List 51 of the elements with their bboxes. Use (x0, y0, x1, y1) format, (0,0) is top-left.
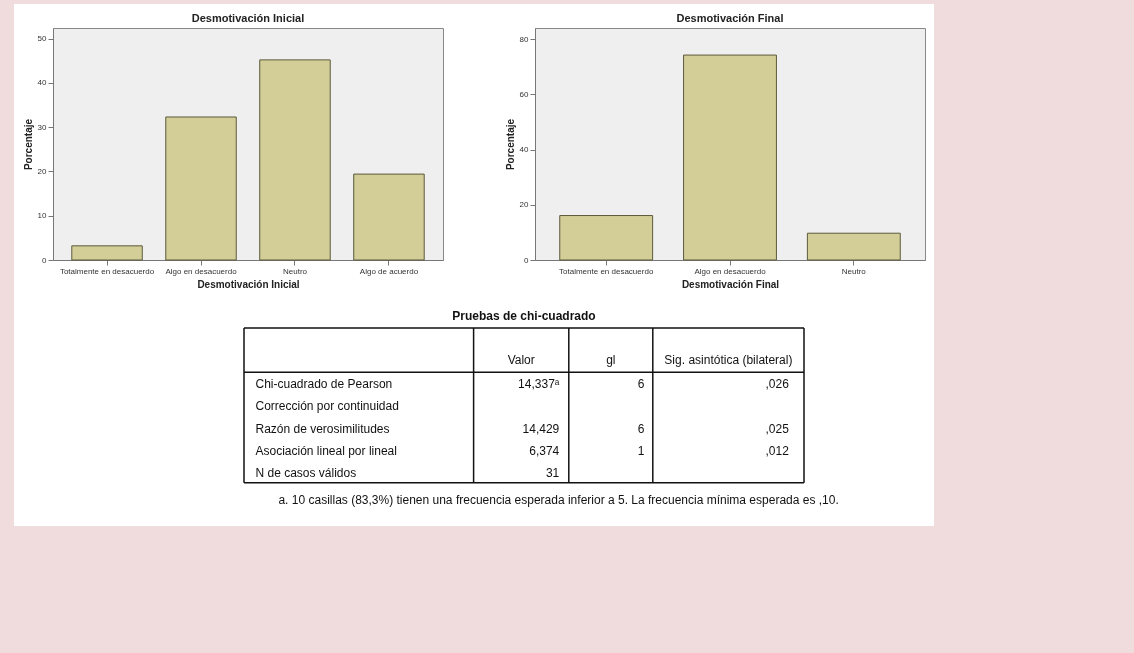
category-label: Valor (507, 353, 535, 368)
text: 14,337ᵃ (518, 377, 560, 392)
y-tick-label: 0 (42, 255, 48, 265)
y-tick-label: 20 (37, 166, 48, 176)
category-label: Sig. asintótica (bilateral) (664, 353, 793, 368)
y-tick-label: 40 (37, 78, 48, 88)
y-tick-label: 10 (37, 211, 48, 221)
y-tick-label: 50 (37, 34, 48, 44)
bar (71, 245, 143, 261)
bar (165, 116, 237, 261)
bar (683, 54, 777, 261)
category-label: Razón de verosimilitudes (255, 421, 390, 436)
chart-title: Desmotivación Final (676, 12, 784, 24)
y-tick-label: 0 (524, 255, 530, 265)
bar (259, 59, 331, 261)
text: ,026 (765, 377, 789, 392)
y-tick-label: 80 (519, 34, 530, 44)
y-tick-label: 30 (37, 122, 48, 132)
text: 6 (637, 421, 645, 436)
text: 6 (637, 377, 645, 392)
text: Pruebas de chi-cuadrado (452, 309, 596, 324)
category-label: Chi-cuadrado de Pearson (255, 377, 393, 392)
text: ,025 (765, 421, 789, 436)
x-tick-label: Algo en desacuerdo (165, 266, 238, 276)
x-tick-label: Neutro (841, 266, 867, 276)
x-tick-label: Algo en desacuerdo (694, 266, 767, 276)
text: ,012 (765, 443, 789, 458)
y-tick-label: 40 (519, 145, 530, 155)
y-tick-label: 60 (519, 89, 530, 99)
bar (559, 215, 654, 261)
y-axis-title: Porcentaje (22, 118, 34, 171)
bar (806, 232, 901, 261)
chart-title: Desmotivación Inicial (191, 12, 305, 24)
x-axis-title: Desmotivación Final (681, 278, 780, 290)
x-tick-label: Totalmente en desacuerdo (59, 266, 155, 276)
y-tick-label: 20 (519, 200, 530, 210)
text: 14,429 (522, 421, 560, 436)
x-tick-label: Totalmente en desacuerdo (559, 266, 654, 276)
category-label: Corrección por continuidad (255, 399, 399, 414)
category-label: N de casos válidos (255, 465, 357, 480)
x-tick-label: Algo de acuerdo (359, 266, 419, 276)
text: 1 (637, 443, 645, 458)
text: 31 (545, 465, 560, 480)
y-axis-title: Porcentaje (504, 118, 516, 171)
category-label: gl (606, 353, 616, 368)
text: a. 10 casillas (83,3%) tienen una frecuencia esperada inferior a 5. La frecuencia mínima esperada es ,10. (278, 493, 839, 508)
bar (353, 173, 425, 261)
category-label: Asociación lineal por lineal (255, 443, 397, 458)
x-tick-label: Neutro (282, 266, 308, 276)
x-axis-title: Desmotivación Inicial (197, 278, 300, 290)
text: 6,374 (529, 443, 560, 458)
